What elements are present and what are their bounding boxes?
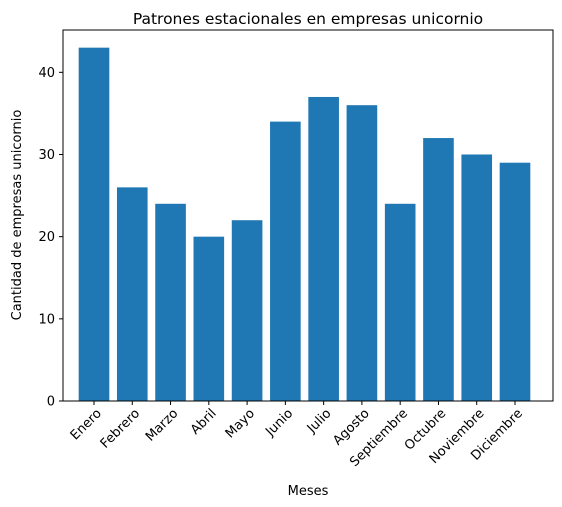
bar-julio <box>308 96 339 401</box>
bar-octubre <box>423 138 454 402</box>
bar-febrero <box>116 187 148 401</box>
x-tick-label-mayo: Mayo <box>223 406 258 441</box>
x-tick-label-julio: Julio <box>304 406 335 437</box>
x-tick-label-marzo: Marzo <box>143 406 181 444</box>
bar-agosto <box>346 105 378 401</box>
y-tick-label: 0 <box>47 395 55 410</box>
bar-junio <box>270 121 301 402</box>
y-axis-ticks: 0 10 20 30 40 <box>38 66 63 410</box>
bar-septiembre <box>384 203 416 401</box>
y-tick-label: 30 <box>38 148 55 163</box>
chart-title: Patrones estacionales en empresas unicor… <box>133 10 483 28</box>
y-tick-label: 10 <box>38 312 55 327</box>
x-axis-title: Meses <box>288 484 329 499</box>
x-tick-label-junio: Junio <box>262 406 296 440</box>
bar-marzo <box>155 203 186 401</box>
bar-diciembre <box>499 162 531 401</box>
bar-enero <box>78 47 110 402</box>
y-tick-label: 40 <box>38 66 55 81</box>
x-tick-label-febrero: Febrero <box>98 406 143 451</box>
bars-group <box>78 47 531 402</box>
x-tick-label-enero: Enero <box>68 406 105 443</box>
bar-abril <box>193 236 225 401</box>
plot-frame <box>62 29 554 402</box>
bar-mayo <box>231 220 263 401</box>
y-axis-title: Cantidad de empresas unicornio <box>10 110 25 321</box>
x-tick-label-abril: Abril <box>188 406 220 438</box>
y-tick-label: 20 <box>38 230 55 245</box>
bar-noviembre <box>461 154 493 401</box>
